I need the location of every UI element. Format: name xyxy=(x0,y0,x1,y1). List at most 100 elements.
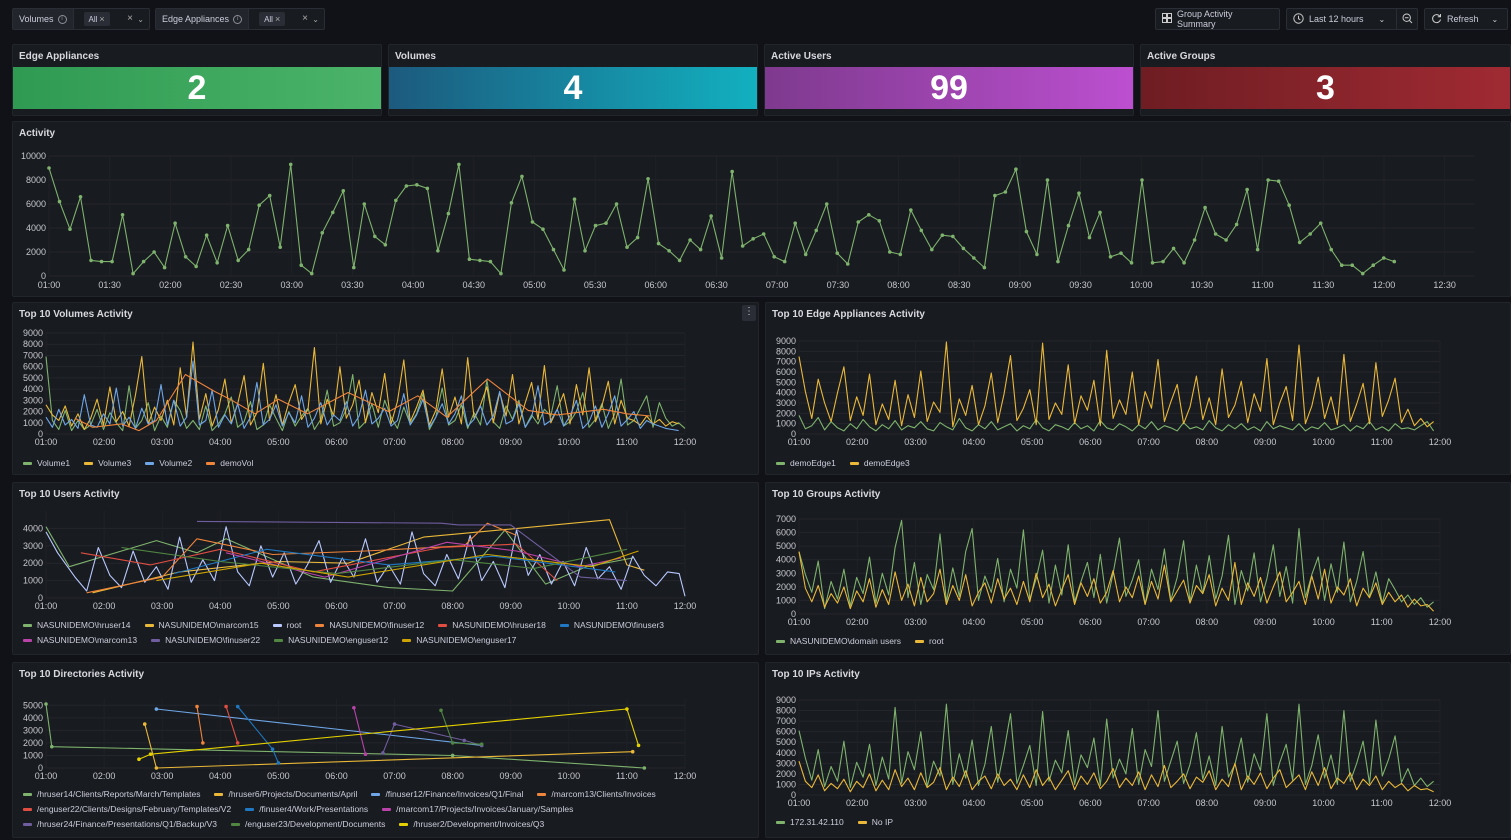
y-tick-label: 5000 xyxy=(776,541,796,551)
legend-item[interactable]: /marcom17/Projects/Invoices/January/Samp… xyxy=(382,804,573,814)
legend-item[interactable]: NASUNIDEMO\finuser22 xyxy=(151,635,260,645)
x-tick-label: 07:30 xyxy=(827,280,850,290)
chevron-down-icon[interactable]: ⌄ xyxy=(312,15,319,24)
legend-item[interactable]: Volume2 xyxy=(145,458,192,468)
legend-item[interactable]: NASUNIDEMO\marcom15 xyxy=(144,620,259,630)
legend-item[interactable]: NASUNIDEMO\enguser12 xyxy=(274,635,388,645)
legend-label: NASUNIDEMO\hruser18 xyxy=(452,620,546,630)
y-tick-label: 3000 xyxy=(23,725,43,735)
data-point xyxy=(288,162,293,167)
legend-item[interactable]: demoEdge3 xyxy=(849,458,910,468)
legend-item[interactable]: NASUNIDEMO\hruser14 xyxy=(23,620,131,630)
legend-label: NASUNIDEMO\finuser22 xyxy=(165,635,261,645)
activity-chart[interactable]: 0 2000 4000 6000 8000 10000 01:00 01:30 02:00 02:… xyxy=(13,122,1511,298)
data-point xyxy=(1182,261,1186,265)
legend-item[interactable]: 172.31.42.110 xyxy=(776,817,844,827)
legend-item[interactable]: NASUNIDEMO\domain users xyxy=(776,636,901,646)
x-tick-label: 05:00 xyxy=(523,280,546,290)
data-point xyxy=(1371,263,1376,267)
volumes-value-chip[interactable]: All × xyxy=(83,12,110,26)
volumes-variable[interactable]: Volumes i All × × ⌄ xyxy=(12,8,150,30)
legend-item[interactable]: demoEdge1 xyxy=(776,458,836,468)
panel-menu-icon[interactable]: ⋮ xyxy=(742,305,756,321)
data-point xyxy=(363,752,368,756)
data-point xyxy=(110,259,114,264)
edge-appliances-variable[interactable]: Edge Appliances i All × × ⌄ xyxy=(155,8,325,30)
data-point xyxy=(642,766,647,770)
top-groups-chart[interactable]: 0 1000 2000 3000 4000 5000 6000 7000 01:00 02:00 0… xyxy=(766,483,1511,629)
legend-item[interactable]: /marcom13/Clients/Invoices xyxy=(537,789,656,799)
legend-item[interactable]: /hruser6/Projects/Documents/April xyxy=(214,789,357,799)
data-point xyxy=(99,259,104,264)
legend-item[interactable]: /hruser24/Finance/Presentations/Q1/Backu… xyxy=(23,819,217,829)
data-point xyxy=(309,271,314,276)
legend-item[interactable]: No IP xyxy=(857,817,893,827)
legend-label: Volume2 xyxy=(159,458,193,468)
legend-swatch xyxy=(776,461,785,465)
remove-icon[interactable]: × xyxy=(99,14,105,24)
data-point xyxy=(1255,247,1260,252)
legend-item[interactable]: root xyxy=(915,636,944,646)
legend-item[interactable]: NASUNIDEMO\hruser18 xyxy=(438,620,546,630)
legend-item[interactable]: NASUNIDEMO\enguser17 xyxy=(402,635,516,645)
x-tick-label: 04:30 xyxy=(463,280,486,290)
legend-item[interactable]: /finuser12/Finance/Invoices/Q1/Final xyxy=(371,789,523,799)
data-point xyxy=(730,169,734,174)
data-point xyxy=(709,214,713,218)
chevron-down-icon[interactable]: ⌄ xyxy=(137,15,144,24)
data-point xyxy=(1066,223,1071,228)
legend-label: NASUNIDEMO\hruser14 xyxy=(37,620,131,630)
legend-item[interactable]: demoVol xyxy=(206,458,253,468)
data-point xyxy=(142,722,147,726)
y-tick-label: 4000 xyxy=(23,384,43,394)
zoom-out-button[interactable] xyxy=(1396,8,1418,30)
legend-item[interactable]: Volume3 xyxy=(84,458,131,468)
data-point xyxy=(1213,232,1218,236)
x-tick-label: 06:00 xyxy=(1079,617,1102,627)
data-point xyxy=(1035,252,1039,257)
data-point xyxy=(1360,271,1365,276)
series-line xyxy=(798,519,1434,610)
data-point xyxy=(972,256,976,260)
legend-item[interactable]: /enguser23/Development/Documents xyxy=(231,819,385,829)
top-users-chart[interactable]: 0 1000 2000 3000 4000 01:00 02:00 03:00 04:00 05:… xyxy=(13,483,760,613)
refresh-button[interactable]: Refresh ⌄ xyxy=(1424,8,1508,30)
data-point xyxy=(630,749,635,754)
top-groups-panel: Top 10 Groups Activity 0 1000 2000 3000 4000… xyxy=(765,482,1511,655)
x-tick-label: 10:00 xyxy=(1130,280,1153,290)
data-point xyxy=(1119,251,1123,255)
edge-value-chip[interactable]: All × xyxy=(259,12,286,26)
data-point xyxy=(225,223,230,228)
time-range-picker[interactable]: Last 12 hours ⌄ xyxy=(1286,8,1418,30)
x-tick-label: 11:00 xyxy=(1371,798,1393,808)
legend-item[interactable]: root xyxy=(272,620,301,630)
remove-icon[interactable]: × xyxy=(274,14,281,24)
group-activity-summary-button[interactable]: Group Activity Summary xyxy=(1155,8,1280,30)
data-point xyxy=(131,271,135,276)
legend-item[interactable]: /finuser4/Work/Presentations xyxy=(245,804,368,814)
x-tick-label: 05:00 xyxy=(1021,617,1044,627)
y-tick-label: 0 xyxy=(791,609,796,619)
legend-item[interactable]: /hruser14/Clients/Reports/March/Template… xyxy=(23,789,200,799)
legend-item[interactable]: /hruser2/Development/Invoices/Q3 xyxy=(399,819,544,829)
legend-item[interactable]: NASUNIDEMO\finuser12 xyxy=(315,620,424,630)
legend-label: NASUNIDEMO\finuser12 xyxy=(329,620,425,630)
data-point xyxy=(267,193,272,198)
x-tick-label: 06:00 xyxy=(1079,798,1102,808)
data-point xyxy=(1318,221,1323,225)
data-point xyxy=(772,255,776,259)
clear-icon[interactable]: × xyxy=(302,13,308,24)
legend-item[interactable]: /enguser22/Clients/Designs/February/Temp… xyxy=(23,804,231,814)
legend-swatch xyxy=(23,461,32,465)
series-line xyxy=(74,373,651,432)
chart-legend: NASUNIDEMO\domain users root xyxy=(776,636,1504,646)
legend-item[interactable]: NASUNIDEMO\finuser3 xyxy=(559,620,664,630)
top-directories-chart[interactable]: 0 1000 2000 3000 4000 5000 01:00 02:00 03:00 04:0… xyxy=(13,663,760,783)
legend-item[interactable]: Volume1 xyxy=(23,458,70,468)
clear-icon[interactable]: × xyxy=(127,13,133,24)
legend-item[interactable]: NASUNIDEMO\marcom13 xyxy=(23,635,137,645)
x-tick-label: 02:00 xyxy=(93,771,116,781)
